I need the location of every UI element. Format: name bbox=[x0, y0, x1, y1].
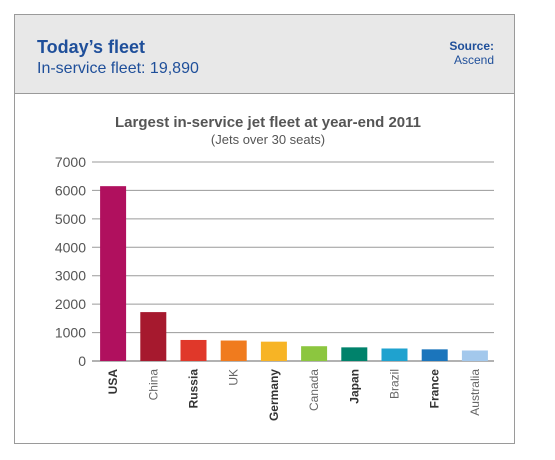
chart-subtitle: (Jets over 30 seats) bbox=[211, 132, 325, 147]
fleet-bar-chart: Largest in-service jet fleet at year-end… bbox=[55, 114, 494, 421]
y-tick-label: 4000 bbox=[55, 239, 86, 255]
y-tick-label: 5000 bbox=[55, 211, 86, 227]
bar-france bbox=[421, 349, 448, 361]
y-tick-label: 6000 bbox=[55, 182, 86, 198]
bar-canada bbox=[301, 346, 328, 361]
x-tick-label: China bbox=[146, 369, 160, 401]
y-tick-label: 1000 bbox=[55, 325, 86, 341]
panel-title: Today’s fleet bbox=[37, 37, 146, 57]
y-tick-label: 2000 bbox=[55, 296, 86, 312]
bar-brazil bbox=[381, 348, 408, 361]
bar-russia bbox=[180, 339, 207, 361]
y-tick-label: 0 bbox=[78, 353, 86, 369]
bar-germany bbox=[260, 341, 287, 361]
x-tick-label: Germany bbox=[267, 369, 281, 421]
x-tick-label: USA bbox=[106, 369, 120, 395]
bar-australia bbox=[461, 350, 488, 361]
bar-japan bbox=[341, 347, 368, 361]
panel-subtitle: In-service fleet: 19,890 bbox=[37, 60, 199, 77]
bar-china bbox=[140, 312, 167, 361]
chart-title: Largest in-service jet fleet at year-end… bbox=[115, 114, 421, 131]
x-tick-label: Canada bbox=[307, 369, 321, 411]
source-label: Source: bbox=[449, 39, 494, 53]
plot-area: 0 1000 2000 3000 4000 5000 6000 7000 USA China Rus… bbox=[55, 154, 494, 421]
source-value: Ascend bbox=[453, 53, 494, 67]
y-tick-label: 7000 bbox=[55, 154, 86, 170]
bar-uk bbox=[220, 340, 247, 361]
x-tick-label: France bbox=[428, 369, 442, 409]
x-tick-label: UK bbox=[227, 369, 241, 386]
fleet-panel: Today’s fleet In-service fleet: 19,890 S… bbox=[14, 14, 515, 444]
x-tick-label: Japan bbox=[347, 369, 361, 404]
x-tick-label: Russia bbox=[187, 369, 201, 409]
panel-header: Today’s fleet In-service fleet: 19,890 S… bbox=[15, 15, 514, 94]
y-tick-label: 3000 bbox=[55, 268, 86, 284]
bar-usa bbox=[100, 186, 127, 361]
x-tick-label: Australia bbox=[468, 369, 482, 416]
x-tick-label: Brazil bbox=[388, 369, 402, 399]
